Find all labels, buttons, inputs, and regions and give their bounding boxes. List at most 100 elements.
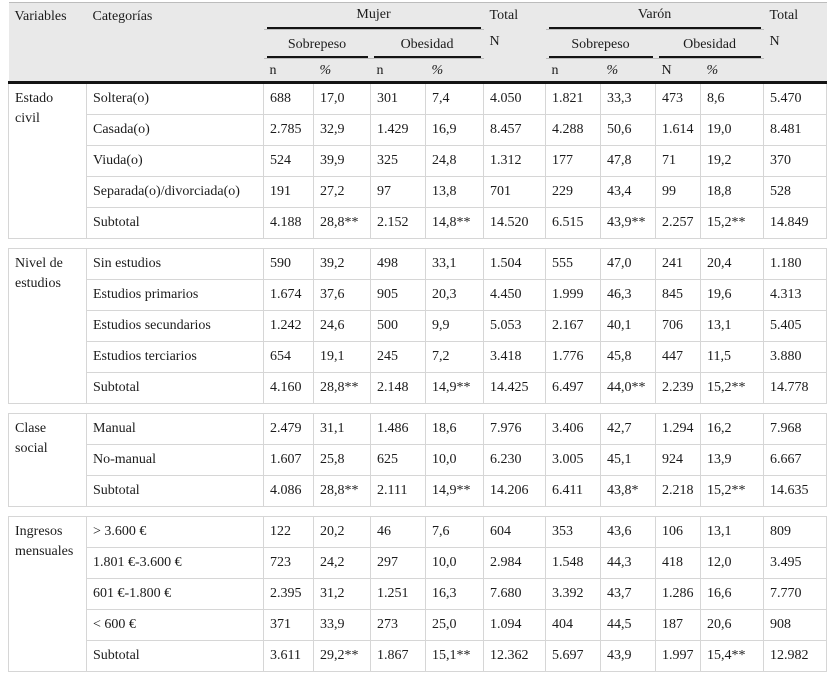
value-cell: 654: [263, 341, 314, 373]
group-varon-label: Varón: [548, 3, 761, 29]
category-cell: Subtotal: [86, 640, 264, 672]
value-cell: 45,8: [600, 341, 657, 373]
header-group-mujer: Mujer: [263, 2, 484, 30]
value-cell: 16,3: [424, 578, 485, 610]
value-cell: 12.982: [763, 640, 828, 672]
value-cell: 14.635: [763, 475, 828, 507]
value-cell: 15,4**: [700, 640, 765, 672]
variable-cell: Clase social: [8, 413, 87, 507]
value-cell: 4.086: [263, 475, 314, 507]
value-cell: 498: [370, 248, 426, 280]
value-cell: 4.050: [483, 82, 547, 115]
value-cell: 14,9**: [424, 372, 485, 404]
value-cell: 10,0: [424, 547, 485, 579]
value-cell: 6.411: [545, 475, 602, 507]
table-row: Estudios secundarios 1.242 24,6 500 9,9 5.053…: [9, 310, 828, 342]
sobrepeso-label: Sobrepeso: [548, 30, 653, 58]
value-cell: 97: [370, 176, 426, 208]
value-cell: 27,2: [313, 176, 371, 208]
value-cell: 39,2: [313, 248, 371, 280]
value-cell: 177: [545, 145, 602, 177]
table-row: < 600 €371 33,9 273 25,0 1.094 404 44,5 187 20,6…: [9, 609, 828, 641]
category-cell: Subtotal: [86, 475, 264, 507]
value-cell: 44,3: [600, 547, 657, 579]
category-cell: Estudios secundarios: [86, 310, 264, 342]
value-cell: 47,8: [600, 145, 657, 177]
value-cell: 191: [263, 176, 314, 208]
value-cell: 905: [370, 279, 426, 311]
value-cell: 14,8**: [424, 207, 485, 239]
category-cell: Manual: [86, 413, 264, 445]
category-cell: 1.801 €-3.600 €: [86, 547, 264, 579]
value-cell: 845: [655, 279, 702, 311]
value-cell: 1.429: [370, 114, 426, 146]
value-cell: 555: [545, 248, 602, 280]
value-cell: 122: [263, 516, 314, 548]
table-row: Subtotal 3.611 29,2** 1.867 15,1** 12.362 5.69…: [9, 640, 828, 672]
value-cell: 16,6: [700, 578, 765, 610]
header-n: n: [263, 58, 314, 84]
value-cell: 31,1: [313, 413, 371, 445]
value-cell: 18,6: [424, 413, 485, 445]
header-group-varon: Varón: [545, 2, 764, 30]
table-row: 601 €-1.800 €2.395 31,2 1.251 16,3 7.680 3.39…: [9, 578, 828, 610]
value-cell: 15,1**: [424, 640, 485, 672]
value-cell: 245: [370, 341, 426, 373]
variable-cell: Nivel de estudios: [8, 248, 87, 404]
value-cell: 4.188: [263, 207, 314, 239]
value-cell: 1.607: [263, 444, 314, 476]
value-cell: 8.457: [483, 114, 547, 146]
category-cell: < 600 €: [86, 609, 264, 641]
value-cell: 106: [655, 516, 702, 548]
value-cell: 241: [655, 248, 702, 280]
value-cell: 7.968: [763, 413, 828, 445]
value-cell: 25,8: [313, 444, 371, 476]
value-cell: 18,8: [700, 176, 765, 208]
value-cell: 3.406: [545, 413, 602, 445]
section-spacer-row: [8, 238, 827, 249]
value-cell: 273: [370, 609, 426, 641]
value-cell: 14.849: [763, 207, 828, 239]
value-cell: 15,2**: [700, 207, 765, 239]
value-cell: 590: [263, 248, 314, 280]
value-cell: 50,6: [600, 114, 657, 146]
table-row: Estudios terciarios 654 19,1 245 7,2 3.418 1.7…: [9, 341, 828, 373]
header-row-subgroups: Sobrepeso Obesidad Sobrepeso Obesidad: [9, 29, 827, 59]
value-cell: 418: [655, 547, 702, 579]
value-cell: 17,0: [313, 82, 371, 115]
value-cell: 39,9: [313, 145, 371, 177]
prevalence-table: Variables Categorías Mujer Total N Varón…: [8, 2, 828, 672]
value-cell: 15,2**: [700, 475, 765, 507]
value-cell: 44,5: [600, 609, 657, 641]
category-cell: Subtotal: [86, 207, 264, 239]
header-mujer-sobrepeso: Sobrepeso: [263, 29, 371, 59]
value-cell: 723: [263, 547, 314, 579]
value-cell: 1.614: [655, 114, 702, 146]
value-cell: 16,9: [424, 114, 485, 146]
total-n-label: N: [769, 33, 780, 49]
value-cell: 13,9: [700, 444, 765, 476]
value-cell: 42,7: [600, 413, 657, 445]
value-cell: 924: [655, 444, 702, 476]
value-cell: 19,2: [700, 145, 765, 177]
value-cell: 1.312: [483, 145, 547, 177]
value-cell: 6.515: [545, 207, 602, 239]
category-cell: Subtotal: [86, 372, 264, 404]
header-row-groups: Variables Categorías Mujer Total N Varón…: [8, 2, 827, 84]
value-cell: 47,0: [600, 248, 657, 280]
value-cell: 1.286: [655, 578, 702, 610]
value-cell: 447: [655, 341, 702, 373]
header-pct: %: [600, 58, 656, 84]
value-cell: 28,8**: [313, 475, 371, 507]
value-cell: 5.053: [483, 310, 547, 342]
obesidad-label: Obesidad: [373, 30, 481, 58]
value-cell: 3.880: [763, 341, 828, 373]
value-cell: 688: [263, 82, 314, 115]
value-cell: 14.520: [483, 207, 547, 239]
value-cell: 371: [263, 609, 314, 641]
value-cell: 2.111: [370, 475, 426, 507]
value-cell: 45,1: [600, 444, 657, 476]
spacer-cell: [8, 238, 827, 249]
value-cell: 8,6: [700, 82, 765, 115]
value-cell: 24,8: [424, 145, 485, 177]
